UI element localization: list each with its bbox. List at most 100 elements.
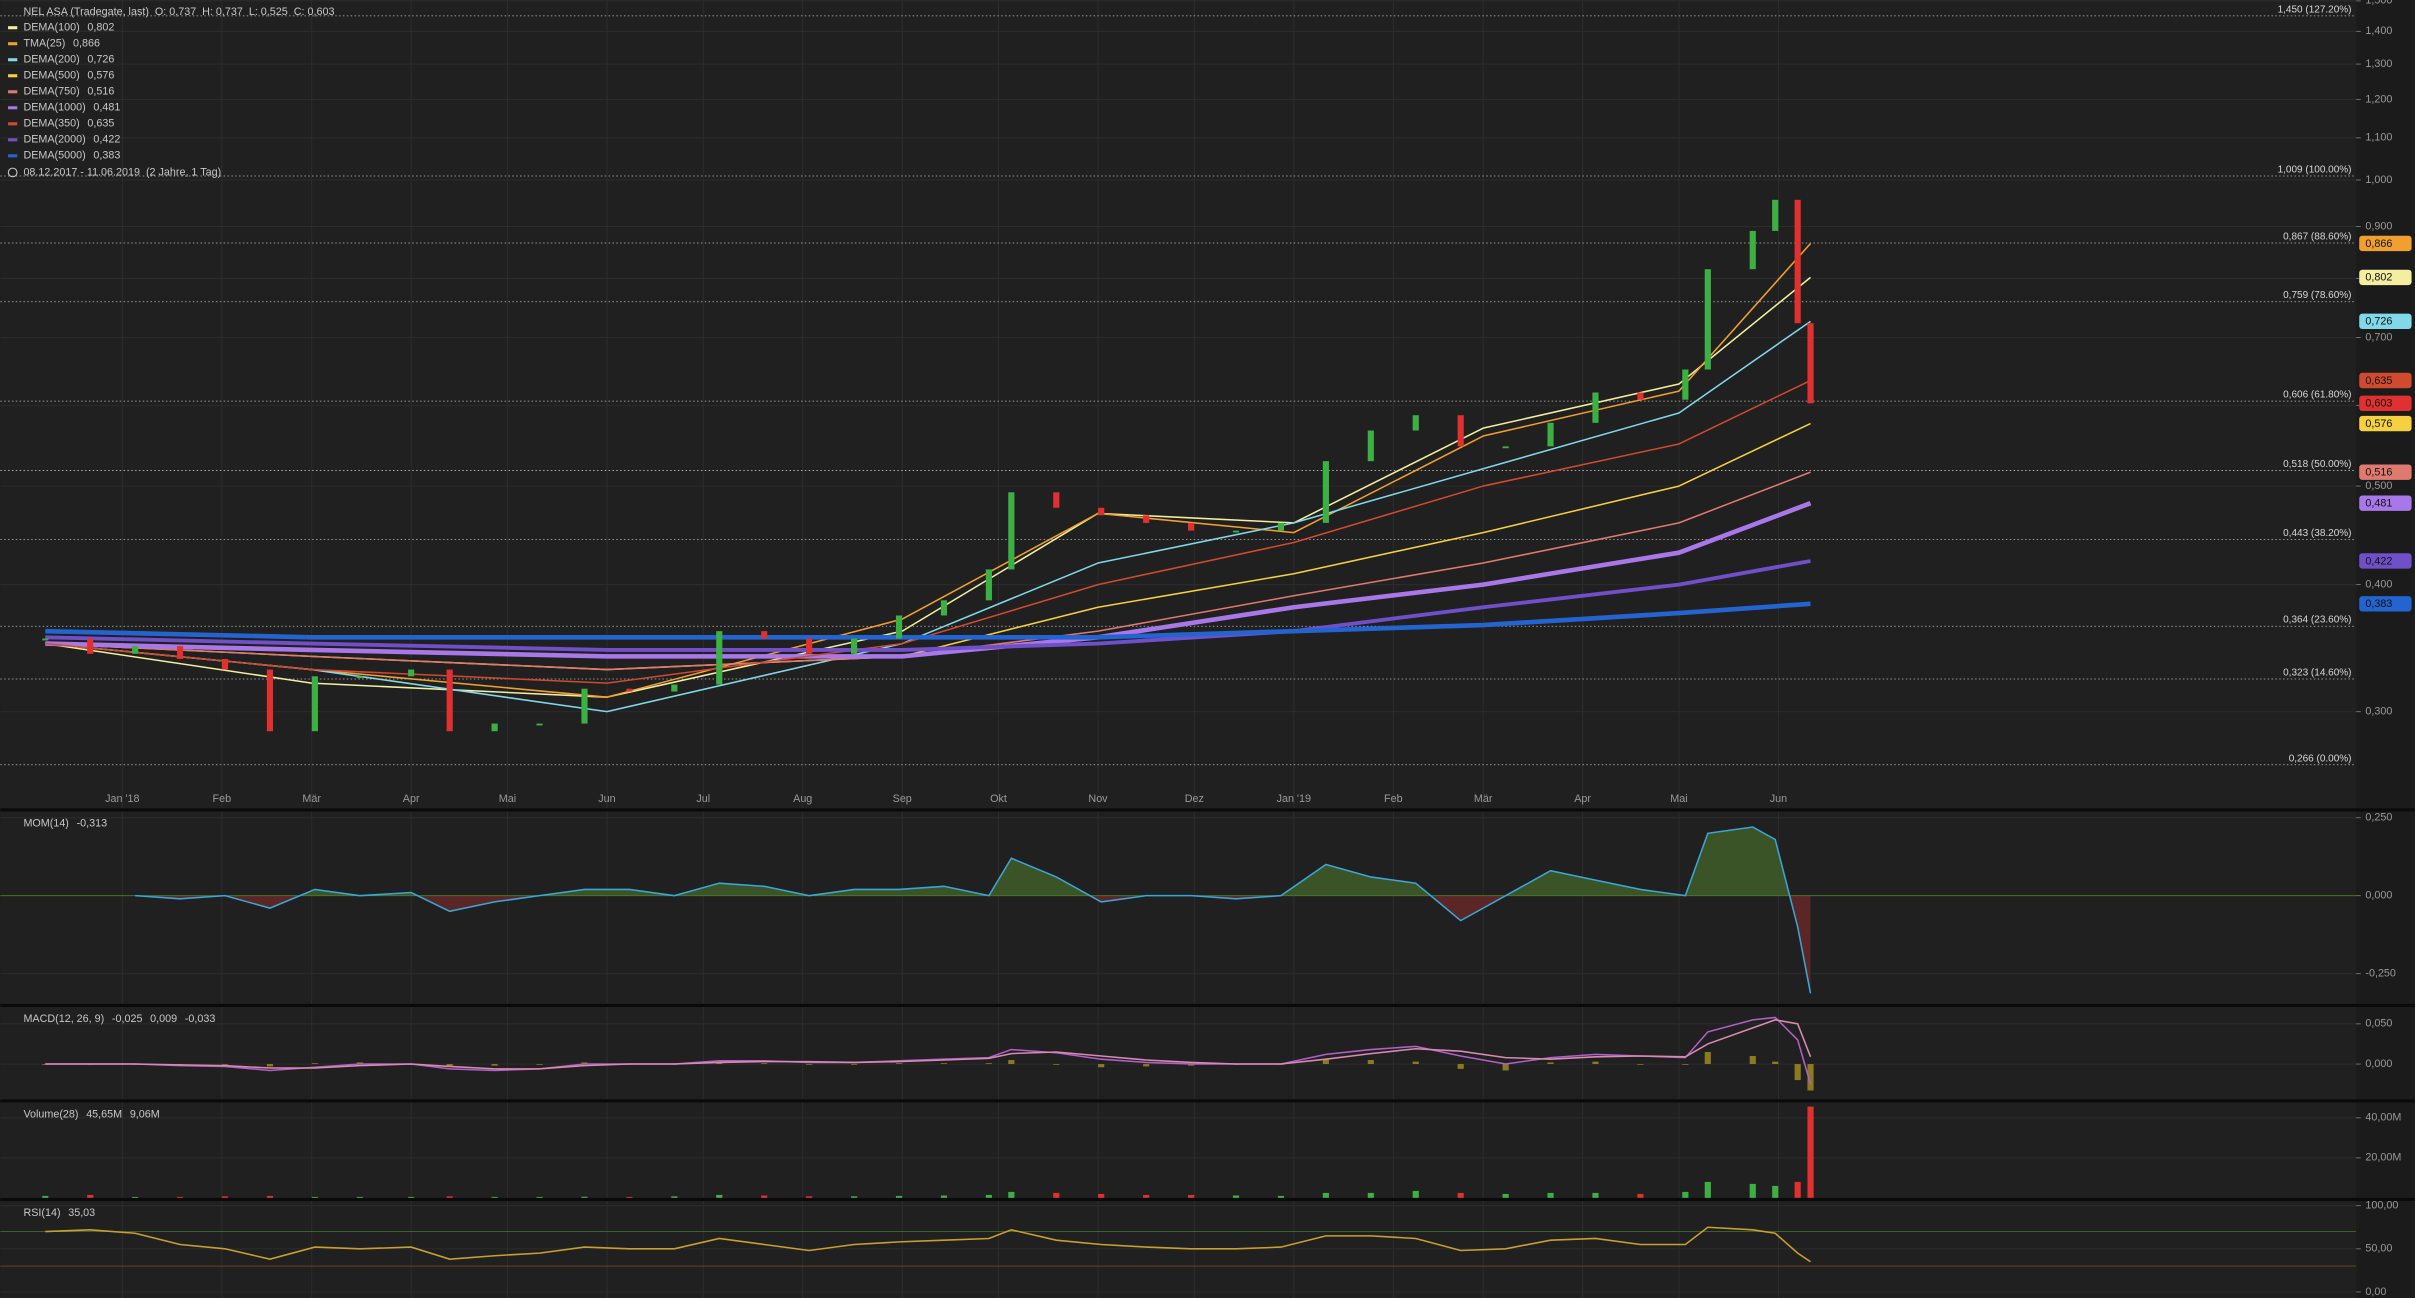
candle — [1232, 530, 1240, 533]
volume-bar — [1143, 1194, 1150, 1198]
histogram-bar — [1412, 1061, 1419, 1065]
histogram-bar — [806, 1064, 813, 1065]
volume-bar — [408, 1196, 415, 1198]
legend-value: 0,726 — [87, 54, 114, 66]
legend-name: DEMA(1000) — [23, 102, 85, 114]
volume-bar — [1749, 1183, 1756, 1198]
price-tag — [2359, 596, 2412, 612]
legend-value: 0,635 — [87, 118, 114, 130]
histogram-bar — [311, 1063, 318, 1065]
candle — [1098, 507, 1105, 516]
legend-value: 0,422 — [93, 134, 120, 146]
fib-label: 0,759 (78.60%) — [2283, 290, 2351, 301]
volume-bar — [356, 1196, 363, 1198]
axis-background — [2356, 0, 2415, 1298]
histogram-bar — [581, 1062, 588, 1065]
volume-bar — [1704, 1181, 1711, 1198]
volume-bar — [176, 1196, 184, 1198]
volume-bar — [985, 1194, 992, 1198]
panel-separator — [0, 1099, 2415, 1103]
histogram-bar — [1794, 1064, 1801, 1081]
x-tick-label: Mär — [1474, 793, 1493, 805]
candle — [1637, 392, 1644, 400]
histogram-bar — [1637, 1064, 1644, 1065]
price-tag — [2359, 372, 2412, 389]
legend-name: MOM(14) — [23, 818, 68, 830]
candle — [671, 684, 678, 692]
y-tick-label: 40,00M — [2365, 1112, 2401, 1124]
legend-name: DEMA(5000) — [23, 150, 85, 162]
candle — [311, 676, 318, 732]
histogram-bar — [1547, 1062, 1554, 1065]
volume-bar — [1547, 1192, 1554, 1198]
candle — [356, 676, 363, 679]
clock-icon — [7, 167, 18, 178]
momentum-line — [135, 826, 1812, 994]
histogram-bar — [1322, 1059, 1329, 1065]
histogram-bar — [1807, 1064, 1814, 1091]
candle — [1277, 522, 1285, 531]
volume-bar — [1637, 1193, 1644, 1198]
candle — [1704, 269, 1711, 370]
histogram-bar — [985, 1063, 992, 1065]
price-tag-label: 0,603 — [2365, 398, 2392, 410]
histogram-bar — [536, 1064, 543, 1065]
y-tick-label: 0,000 — [2365, 1058, 2392, 1070]
histogram-bar — [221, 1064, 229, 1065]
fib-label: 0,867 (88.60%) — [2283, 231, 2351, 242]
y-tick-label: 1,200 — [2365, 93, 2392, 105]
candle — [581, 688, 588, 724]
volume-bar — [1322, 1192, 1329, 1198]
price-tag — [2359, 235, 2412, 252]
legend-name: DEMA(100) — [23, 22, 79, 34]
price-tag — [2359, 415, 2412, 432]
candle — [1794, 199, 1801, 324]
histogram-bar — [895, 1063, 903, 1065]
y-tick-label: 0,300 — [2365, 705, 2392, 717]
candle — [716, 631, 723, 685]
candle — [87, 638, 94, 654]
histogram-bar — [1188, 1064, 1195, 1066]
price-tag — [2359, 464, 2412, 480]
histogram-bar — [1367, 1060, 1374, 1065]
candle — [408, 669, 415, 677]
volume-bar — [446, 1196, 453, 1198]
legend-name: Volume(28) — [23, 1109, 78, 1121]
candle — [761, 631, 768, 639]
price-tag — [2359, 553, 2412, 569]
histogram-bar — [1592, 1061, 1599, 1065]
x-tick-label: Jun — [1770, 793, 1787, 805]
candle — [1592, 392, 1599, 423]
moving-average — [45, 601, 1811, 640]
panel-separator — [0, 808, 2415, 812]
y-tick-label: 0,500 — [2365, 480, 2392, 492]
legend-value: 45,65M — [86, 1109, 122, 1121]
volume-bar — [536, 1196, 543, 1198]
price-tag — [2359, 269, 2412, 286]
legend-value: -0,313 — [77, 818, 108, 830]
fib-label: 0,323 (14.60%) — [2283, 668, 2351, 679]
fib-label: 0,443 (38.20%) — [2283, 528, 2351, 539]
histogram-bar — [1098, 1064, 1105, 1068]
x-tick-label: Mär — [302, 793, 321, 805]
fib-label: 0,518 (50.00%) — [2283, 459, 2351, 470]
date-range: 08.12.2017 - 11.06.2019 (2 Jahre, 1 Tag) — [23, 166, 221, 178]
legend-name: DEMA(500) — [23, 70, 79, 82]
legend-swatch — [8, 90, 18, 94]
legend-name: DEMA(750) — [23, 86, 79, 98]
fib-label: 0,266 (0.00%) — [2289, 753, 2352, 764]
candle — [132, 646, 139, 654]
y-tick-label: 0,000 — [2365, 890, 2392, 902]
x-tick-label: Jan '18 — [105, 793, 139, 805]
y-tick-label: 50,00 — [2365, 1243, 2392, 1255]
legend-name: MACD(12, 26, 9) — [23, 1013, 104, 1025]
fib-label: 0,364 (23.60%) — [2283, 615, 2351, 626]
moving-average — [45, 471, 1811, 671]
histogram-bar — [940, 1063, 948, 1065]
volume-bar — [581, 1196, 588, 1198]
x-tick-label: Mai — [1670, 793, 1687, 805]
x-tick-label: Feb — [213, 793, 232, 805]
histogram-bar — [761, 1063, 768, 1065]
histogram-bar — [1143, 1064, 1150, 1067]
